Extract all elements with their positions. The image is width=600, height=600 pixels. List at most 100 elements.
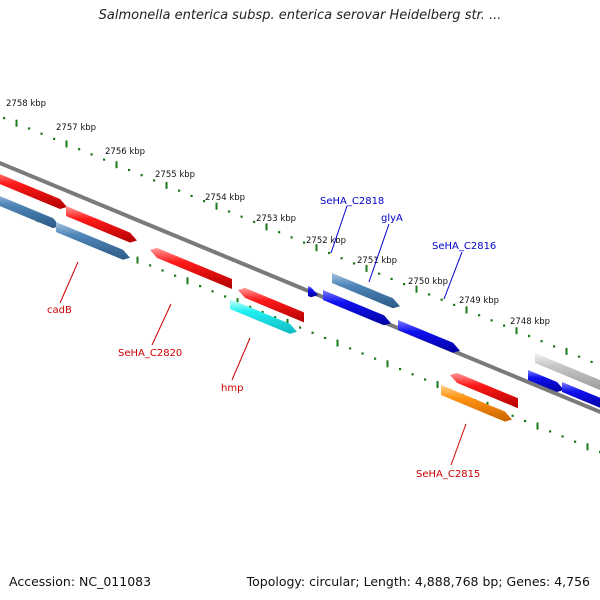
upper-tick [153, 179, 156, 182]
upper-tick [303, 241, 306, 244]
lower-tick [399, 368, 402, 371]
upper-tick [415, 285, 418, 293]
upper-tick [490, 319, 493, 322]
upper-tick [290, 236, 293, 239]
upper-tick [115, 161, 118, 169]
gene-blue-2[interactable] [398, 320, 460, 353]
ruler-label-2758: 2758 kbp [6, 99, 46, 109]
gene-gray-1[interactable] [535, 353, 600, 391]
gene-label-glyA[interactable]: glyA [381, 213, 403, 224]
lower-tick [311, 331, 314, 334]
lower-tick [361, 352, 364, 355]
lower-tick [236, 298, 239, 306]
upper-tick [590, 360, 593, 363]
upper-tick [553, 345, 556, 348]
gene-orange-1[interactable] [441, 385, 512, 422]
gene-label-hmp[interactable]: hmp [221, 383, 243, 394]
upper-tick [103, 158, 106, 161]
gene-steel-1[interactable] [0, 192, 60, 229]
gene-label-SeHA_C2820[interactable]: SeHA_C2820 [118, 348, 182, 359]
upper-tick [503, 324, 506, 327]
gene-cyan-1[interactable] [230, 299, 297, 334]
gene-features [0, 170, 600, 422]
accession-text: Accession: NC_011083 [9, 574, 152, 589]
upper-tick [428, 293, 431, 296]
upper-tick [578, 355, 581, 358]
leader-SeHA_C2815 [450, 423, 467, 466]
ruler-label-2756: 2756 kbp [105, 147, 145, 157]
upper-tick [3, 117, 6, 120]
lower-tick [149, 264, 152, 267]
genome-summary-text: Topology: circular; Length: 4,888,768 bp… [246, 574, 590, 589]
gene-blue-1[interactable] [323, 290, 391, 326]
lower-tick [524, 419, 527, 423]
upper-tick [90, 153, 93, 156]
upper-tick [190, 194, 193, 197]
gene-label-SeHA_C2818[interactable]: SeHA_C2818 [320, 196, 384, 207]
upper-tick [440, 298, 443, 301]
ruler-label-2752: 2752 kbp [306, 236, 346, 246]
gene-red-3[interactable] [150, 247, 232, 289]
lower-tick [336, 339, 339, 347]
label-leaders [59, 205, 467, 466]
upper-tick [328, 251, 331, 255]
upper-tick [178, 189, 181, 192]
leader-glyA [368, 223, 390, 283]
upper-tick [128, 168, 131, 172]
genome-backbone [0, 160, 600, 415]
lower-tick [536, 422, 539, 430]
leader-SeHA_C2816 [443, 251, 463, 300]
gene-red-1[interactable] [0, 170, 67, 209]
lower-tick [374, 357, 377, 360]
lower-tick [211, 290, 214, 293]
upper-tick [390, 277, 393, 280]
ruler-label-2748: 2748 kbp [510, 317, 550, 327]
lower-tick [349, 347, 352, 350]
upper-tick [265, 223, 268, 231]
upper-tick [228, 210, 231, 213]
ruler-label-2750: 2750 kbp [408, 277, 448, 287]
gene-steel-2[interactable] [56, 222, 130, 260]
gene-red-4[interactable] [238, 287, 304, 323]
upper-tick-row [3, 117, 593, 363]
gene-red-5[interactable] [450, 372, 518, 409]
lower-tick [561, 435, 564, 438]
leader-hmp [231, 337, 251, 381]
gene-red-2[interactable] [66, 206, 137, 243]
upper-tick [240, 215, 243, 218]
gene-steel-3[interactable] [332, 273, 400, 309]
gene-label-SeHA_C2816[interactable]: SeHA_C2816 [432, 241, 496, 252]
gene-blue-3[interactable] [528, 370, 564, 392]
upper-tick [78, 148, 81, 151]
leader-SeHA_C2818 [330, 205, 348, 254]
ruler-label-2755: 2755 kbp [155, 170, 195, 180]
upper-tick [140, 174, 143, 177]
gene-blue-small[interactable] [308, 286, 318, 298]
upper-tick [65, 140, 68, 148]
upper-tick [53, 137, 56, 140]
lower-tick [424, 378, 427, 381]
lower-tick [436, 381, 439, 389]
upper-tick [478, 314, 481, 317]
lower-tick [411, 373, 414, 376]
map-title: Salmonella enterica subsp. enterica sero… [98, 8, 502, 23]
lower-tick [549, 430, 552, 433]
upper-tick [203, 200, 206, 203]
lower-tick [286, 318, 289, 326]
lower-tick [199, 285, 202, 288]
upper-tick [403, 283, 406, 286]
lower-tick [261, 310, 264, 314]
gene-blue-4[interactable] [562, 382, 600, 409]
ruler-label-2754: 2754 kbp [205, 193, 245, 203]
upper-tick [540, 340, 543, 343]
ruler-labels: 2758 kbp 2757 kbp 2756 kbp 2755 kbp 2754… [6, 99, 550, 327]
gene-label-cadB[interactable]: cadB [47, 305, 72, 316]
upper-tick [378, 272, 381, 275]
gene-label-SeHA_C2815[interactable]: SeHA_C2815 [416, 469, 480, 480]
gene-labels: cadB SeHA_C2820 hmp SeHA_C2815 SeHA_C281… [47, 196, 496, 480]
ruler-label-2749: 2749 kbp [459, 296, 499, 306]
upper-tick [465, 306, 468, 314]
upper-tick [515, 327, 518, 335]
lower-tick [161, 269, 164, 272]
